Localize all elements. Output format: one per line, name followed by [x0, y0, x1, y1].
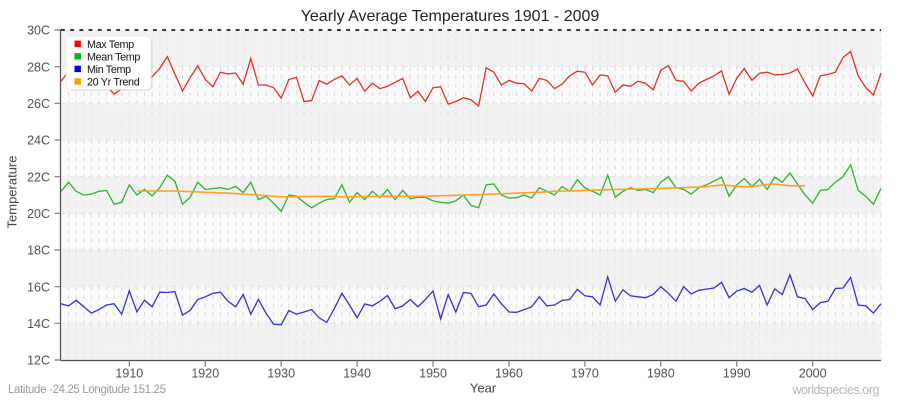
svg-text:1960: 1960 [495, 366, 523, 380]
svg-text:1970: 1970 [571, 366, 599, 380]
svg-text:1920: 1920 [191, 366, 219, 380]
svg-text:14C: 14C [27, 317, 50, 331]
svg-text:Year: Year [470, 381, 497, 396]
svg-text:1910: 1910 [115, 366, 143, 380]
svg-text:1950: 1950 [419, 366, 447, 380]
svg-text:Temperature: Temperature [5, 156, 20, 229]
svg-text:22C: 22C [27, 170, 50, 184]
svg-text:24C: 24C [27, 134, 50, 148]
svg-text:26C: 26C [27, 97, 50, 111]
svg-text:Max Temp: Max Temp [87, 39, 134, 51]
svg-text:1980: 1980 [647, 366, 675, 380]
svg-text:worldspecies.org: worldspecies.org [791, 383, 879, 397]
svg-text:Mean Temp: Mean Temp [87, 51, 140, 63]
svg-text:20C: 20C [27, 207, 50, 221]
svg-text:30C: 30C [27, 24, 50, 38]
svg-text:20 Yr Trend: 20 Yr Trend [87, 76, 140, 88]
svg-text:1940: 1940 [343, 366, 371, 380]
svg-text:Yearly Average Temperatures 19: Yearly Average Temperatures 1901 - 2009 [301, 8, 600, 25]
svg-text:2000: 2000 [799, 366, 827, 380]
svg-text:Min Temp: Min Temp [87, 64, 131, 76]
svg-text:18C: 18C [27, 244, 50, 258]
svg-text:16C: 16C [27, 280, 50, 294]
svg-text:28C: 28C [27, 60, 50, 74]
svg-text:1990: 1990 [723, 366, 751, 380]
svg-text:1930: 1930 [267, 366, 295, 380]
svg-text:Latitude -24.25 Longitude 151.: Latitude -24.25 Longitude 151.25 [8, 384, 166, 396]
svg-text:12C: 12C [27, 354, 50, 368]
